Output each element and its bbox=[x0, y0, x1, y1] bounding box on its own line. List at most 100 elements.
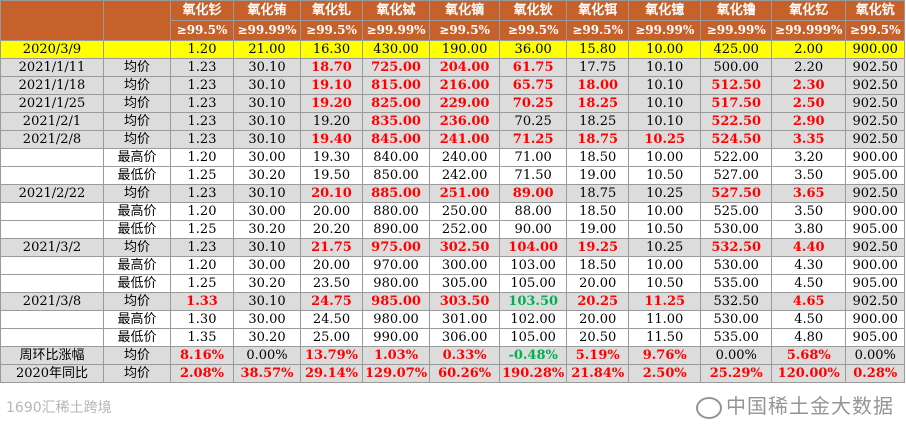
price-cell: 1.20 bbox=[170, 40, 234, 59]
price-cell: 303.50 bbox=[429, 292, 501, 311]
price-cell: 3.20 bbox=[771, 148, 847, 167]
price-cell: 60.26% bbox=[429, 364, 501, 383]
price-cell: 90.00 bbox=[499, 220, 568, 239]
price-cell: 30.00 bbox=[233, 256, 301, 275]
price-cell: 900.00 bbox=[845, 310, 906, 329]
price-cell: 845.00 bbox=[361, 130, 431, 149]
price-cell: 1.23 bbox=[170, 112, 234, 131]
row-date: 2021/2/1 bbox=[0, 112, 104, 131]
price-cell: 20.20 bbox=[300, 220, 363, 239]
price-cell: 19.10 bbox=[300, 76, 363, 95]
row-label: 均价 bbox=[103, 184, 171, 203]
price-cell: 3.65 bbox=[771, 184, 847, 203]
row-date: 2021/1/11 bbox=[0, 58, 104, 77]
row-label: 均价 bbox=[103, 364, 171, 383]
price-cell: 2.20 bbox=[771, 58, 847, 77]
price-cell: 18.50 bbox=[566, 256, 630, 275]
price-cell: 2.08% bbox=[170, 364, 234, 383]
row-label: 最低价 bbox=[103, 220, 171, 239]
price-cell: 900.00 bbox=[845, 148, 906, 167]
price-cell: 19.50 bbox=[300, 166, 363, 185]
price-cell: 305.00 bbox=[429, 274, 501, 293]
price-cell: 8.16% bbox=[170, 346, 234, 365]
price-cell: 10.25 bbox=[628, 238, 702, 257]
header-oxide-name: 氧化镱 bbox=[628, 0, 702, 21]
row-date: 2021/1/18 bbox=[0, 76, 104, 95]
price-cell: 430.00 bbox=[361, 40, 431, 59]
watermark-left: 1690汇稀土跨境 bbox=[6, 400, 112, 416]
price-cell: 61.75 bbox=[499, 58, 568, 77]
row-date: 2021/2/22 bbox=[0, 184, 104, 203]
watermark-right: 中国稀土金大数据 bbox=[696, 390, 894, 419]
price-cell: 2.90 bbox=[771, 112, 847, 131]
price-cell: 30.20 bbox=[233, 274, 301, 293]
row-label: 均价 bbox=[103, 112, 171, 131]
table-row: 2021/2/8 均价 1.23 30.10 19.40 845.00 241.00 71.2… bbox=[0, 130, 906, 149]
price-cell: 89.00 bbox=[499, 184, 568, 203]
price-cell: 525.00 bbox=[700, 202, 773, 221]
price-cell: 24.75 bbox=[300, 292, 363, 311]
row-label: 最低价 bbox=[103, 274, 171, 293]
row-date: 2020年同比 bbox=[0, 364, 104, 383]
price-cell: 120.00% bbox=[771, 364, 847, 383]
price-cell: 30.00 bbox=[233, 148, 301, 167]
header-purity: ≥99.5% bbox=[566, 20, 630, 41]
price-cell: 229.00 bbox=[429, 94, 501, 113]
row-label: 均价 bbox=[103, 58, 171, 77]
header-purity: ≥99.99% bbox=[628, 20, 702, 41]
row-label: 均价 bbox=[103, 76, 171, 95]
row-date bbox=[0, 148, 104, 167]
row-date bbox=[0, 256, 104, 275]
price-cell: 4.30 bbox=[771, 256, 847, 275]
price-cell: 19.20 bbox=[300, 94, 363, 113]
row-label: 最高价 bbox=[103, 256, 171, 275]
row-label: 均价 bbox=[103, 238, 171, 257]
price-cell: 18.75 bbox=[566, 184, 630, 203]
row-date bbox=[0, 220, 104, 239]
price-cell: 11.50 bbox=[628, 328, 702, 347]
price-cell: 105.00 bbox=[499, 328, 568, 347]
table-row: 最低价 1.35 30.20 25.00 990.00 306.00 105.00 20.50… bbox=[0, 328, 906, 347]
table-row: 最低价 1.25 30.20 20.20 890.00 252.00 90.00 19.00 1… bbox=[0, 220, 906, 239]
price-cell: 905.00 bbox=[845, 274, 906, 293]
table-row: 最低价 1.25 30.20 19.50 850.00 242.00 71.50 19.00 1… bbox=[0, 166, 906, 185]
price-cell: 890.00 bbox=[361, 220, 431, 239]
price-cell: 990.00 bbox=[361, 328, 431, 347]
price-cell: 20.00 bbox=[300, 256, 363, 275]
row-label: 最高价 bbox=[103, 310, 171, 329]
table-row: 周环比涨幅 均价 8.16% 0.00% 13.79% 1.03% 0.33% -0.48% 5… bbox=[0, 346, 906, 365]
price-cell: 1.23 bbox=[170, 184, 234, 203]
price-cell: 71.25 bbox=[499, 130, 568, 149]
price-cell: 19.30 bbox=[300, 148, 363, 167]
header-row-names: 氧化钐 氧化铕 氧化钆 氧化铽 氧化镝 氧化钬 氧化铒 氧化镱 氧化镥 氧化钇 氧化钪 bbox=[0, 0, 906, 41]
header-label-cell bbox=[103, 0, 171, 41]
header-purity: ≥99.5% bbox=[429, 20, 501, 41]
table-body: 氧化钐 氧化铕 氧化钆 氧化铽 氧化镝 氧化钬 氧化铒 氧化镱 氧化镥 氧化钇 氧化钪 ≥99.5% ≥… bbox=[0, 0, 906, 383]
price-cell: 1.23 bbox=[170, 76, 234, 95]
price-cell: 103.00 bbox=[499, 256, 568, 275]
row-label: 最高价 bbox=[103, 148, 171, 167]
price-cell: 104.00 bbox=[499, 238, 568, 257]
price-cell: 1.23 bbox=[170, 238, 234, 257]
price-cell: 29.14% bbox=[300, 364, 363, 383]
row-date: 2021/2/8 bbox=[0, 130, 104, 149]
price-cell: 905.00 bbox=[845, 328, 906, 347]
price-cell: 4.80 bbox=[771, 328, 847, 347]
price-cell: 240.00 bbox=[429, 148, 501, 167]
price-cell: 18.50 bbox=[566, 202, 630, 221]
price-cell: 850.00 bbox=[361, 166, 431, 185]
price-cell: 10.50 bbox=[628, 166, 702, 185]
price-cell: 10.10 bbox=[628, 112, 702, 131]
price-cell: 902.50 bbox=[845, 184, 906, 203]
price-cell: 300.00 bbox=[429, 256, 501, 275]
price-cell: 725.00 bbox=[361, 58, 431, 77]
price-cell: 2.50% bbox=[628, 364, 702, 383]
header-oxide-name: 氧化镥 bbox=[700, 0, 773, 21]
header-purity: ≥99.999% bbox=[771, 20, 847, 41]
price-cell: 20.10 bbox=[300, 184, 363, 203]
row-label: 均价 bbox=[103, 94, 171, 113]
table-row: 最高价 1.20 30.00 20.00 970.00 300.00 103.00 18.50… bbox=[0, 256, 906, 275]
price-cell: 19.00 bbox=[566, 166, 630, 185]
table-row: 2020/3/9 1.20 21.00 16.30 430.00 190.00 36.00 1… bbox=[0, 40, 906, 59]
price-cell: 3.80 bbox=[771, 220, 847, 239]
